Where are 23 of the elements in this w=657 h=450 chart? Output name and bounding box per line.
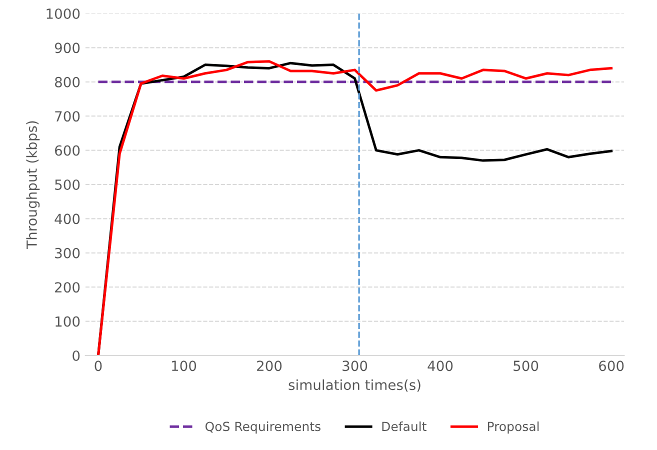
y-tick-label: 700	[55, 111, 80, 122]
y-tick-label: 200	[55, 282, 80, 293]
y-tick-label: 0	[72, 350, 80, 361]
y-tick-label: 600	[55, 145, 80, 156]
x-tick-label: 0	[94, 360, 102, 372]
x-tick-label: 200	[257, 360, 282, 372]
x-axis-title: simulation times(s)	[288, 379, 420, 392]
y-tick-label: 900	[54, 42, 80, 54]
y-tick-label: 500	[55, 179, 80, 190]
x-tick-label: 600	[599, 360, 624, 372]
x-tick-label: 100	[172, 360, 196, 372]
y-tick-label: 300	[55, 248, 80, 258]
x-tick-label: 500	[514, 360, 538, 372]
y-axis-title: Throughput (kbps)	[26, 121, 40, 249]
y-tick-label: 1000	[46, 8, 80, 19]
legend-label: Proposal	[488, 421, 539, 434]
legend-label: QoS Requirements	[205, 421, 320, 434]
y-tick-label: 400	[54, 214, 80, 224]
y-tick-label: 100	[56, 316, 80, 327]
x-tick-label: 400	[428, 360, 453, 372]
y-tick-label: 800	[54, 76, 80, 88]
x-tick-label: 300	[342, 360, 368, 372]
legend-label: Default	[382, 421, 426, 432]
